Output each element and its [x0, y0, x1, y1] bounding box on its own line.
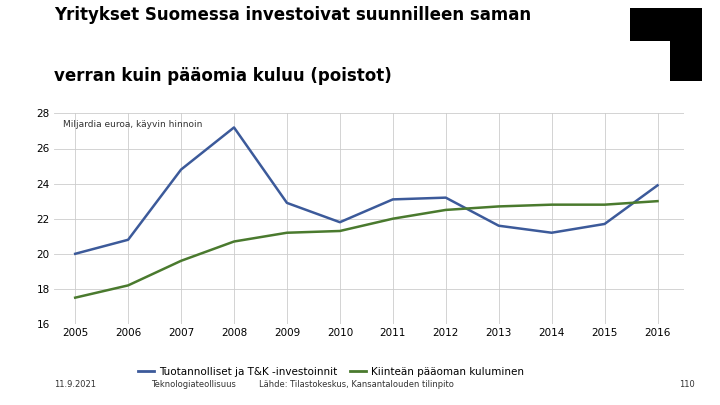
Bar: [630, 8, 702, 41]
Text: Miljardia euroa, käyvin hinnoin: Miljardia euroa, käyvin hinnoin: [63, 120, 203, 129]
Text: verran kuin pääomia kuluu (poistot): verran kuin pääomia kuluu (poistot): [54, 67, 392, 85]
Legend: Tuotannolliset ja T&K -investoinnit, Kiinteän pääoman kuluminen: Tuotannolliset ja T&K -investoinnit, Kii…: [135, 363, 528, 381]
Bar: [670, 41, 702, 81]
Text: 11.9.2021: 11.9.2021: [54, 380, 96, 389]
Text: 110: 110: [679, 380, 695, 389]
Text: Yritykset Suomessa investoivat suunnilleen saman: Yritykset Suomessa investoivat suunnille…: [54, 6, 531, 24]
Text: Lähde: Tilastokeskus, Kansantalouden tilinpito: Lähde: Tilastokeskus, Kansantalouden til…: [259, 380, 454, 389]
Text: Teknologiateollisuus: Teknologiateollisuus: [151, 380, 236, 389]
